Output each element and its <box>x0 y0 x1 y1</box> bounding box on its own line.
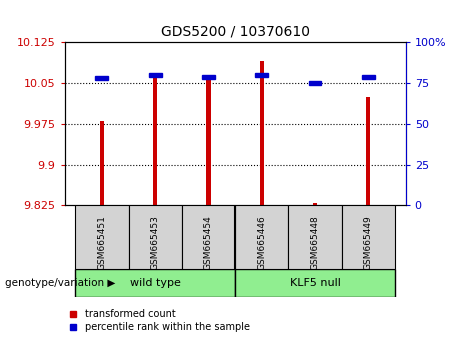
Text: GSM665453: GSM665453 <box>151 215 160 270</box>
Bar <box>182 205 235 269</box>
Text: GSM665446: GSM665446 <box>257 215 266 270</box>
Bar <box>202 74 215 79</box>
Bar <box>260 62 264 205</box>
Bar <box>342 205 395 269</box>
Bar <box>153 73 157 205</box>
Bar <box>255 73 268 77</box>
Bar <box>75 205 129 269</box>
Text: GSM665449: GSM665449 <box>364 215 373 270</box>
Bar <box>313 203 317 205</box>
Bar <box>235 205 289 269</box>
Bar <box>129 205 182 269</box>
Bar <box>75 269 235 297</box>
Bar <box>309 81 321 85</box>
Bar <box>289 205 342 269</box>
Text: genotype/variation ▶: genotype/variation ▶ <box>5 278 115 288</box>
Bar <box>366 97 371 205</box>
Text: GSM665448: GSM665448 <box>311 215 319 270</box>
Text: wild type: wild type <box>130 278 181 288</box>
Bar <box>207 79 211 205</box>
Bar <box>100 121 104 205</box>
Bar <box>95 76 108 80</box>
Text: GSM665454: GSM665454 <box>204 215 213 270</box>
Title: GDS5200 / 10370610: GDS5200 / 10370610 <box>160 24 310 39</box>
Text: GSM665451: GSM665451 <box>97 215 106 270</box>
Text: KLF5 null: KLF5 null <box>290 278 341 288</box>
Bar <box>235 269 395 297</box>
Bar <box>362 74 375 79</box>
Legend: transformed count, percentile rank within the sample: transformed count, percentile rank withi… <box>70 309 250 332</box>
Bar <box>149 73 161 77</box>
